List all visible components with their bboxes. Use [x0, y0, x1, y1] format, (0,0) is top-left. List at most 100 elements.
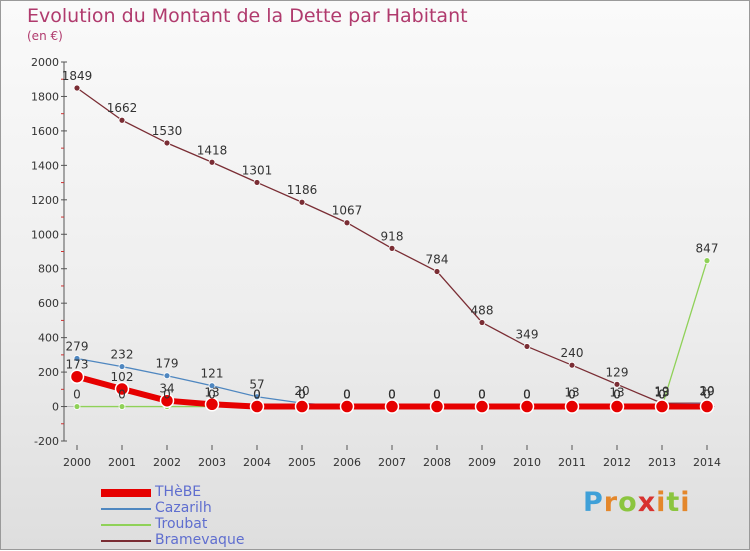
y-tick-label: 0 [52, 401, 59, 414]
legend-swatch [101, 524, 151, 526]
data-label-thbe: 0 [253, 388, 261, 402]
y-tick-label: 1800 [31, 90, 59, 103]
logo-letter: P [583, 487, 604, 518]
data-label-bramevaque: 1301 [242, 163, 273, 177]
data-label-thbe: 0 [343, 388, 351, 402]
y-tick-label: 1000 [31, 228, 59, 241]
data-label-thbe: 0 [478, 388, 486, 402]
data-label-cazarilh: 0 [343, 388, 351, 402]
legend-item: Troubat [101, 516, 271, 533]
legend-label: Bramevaque [155, 532, 245, 548]
data-label-cazarilh: 0 [478, 388, 486, 402]
point-cazarilh [118, 363, 126, 370]
point-thbe [114, 381, 130, 397]
data-label-thbe: 34 [159, 382, 174, 396]
data-label-thbe: 0 [298, 388, 306, 402]
x-tick-label: 2012 [603, 456, 631, 469]
x-tick-label: 2014 [693, 456, 721, 469]
point-cazarilh [163, 372, 171, 380]
legend-swatch [101, 508, 151, 510]
x-tick-label: 2009 [468, 456, 496, 469]
x-tick-label: 2010 [513, 456, 541, 469]
x-tick-label: 2005 [288, 456, 316, 469]
data-label-troubat: 0 [208, 388, 216, 402]
data-label-bramevaque: 19 [654, 384, 669, 398]
data-label-bramevaque: 488 [471, 303, 494, 317]
y-tick-label: 600 [38, 297, 59, 310]
data-label-cazarilh: 0 [523, 388, 531, 402]
data-label-thbe: 0 [613, 388, 621, 402]
y-tick-label: 2000 [31, 56, 59, 69]
logo-letter: r [603, 487, 619, 518]
legend-item: THèBE [101, 484, 271, 501]
x-tick-label: 2013 [648, 456, 676, 469]
data-label-cazarilh: 13 [564, 385, 579, 399]
point-thbe [429, 399, 445, 414]
data-label-thbe: 0 [658, 388, 666, 402]
data-label-troubat: 847 [696, 242, 719, 256]
point-thbe [294, 399, 310, 414]
data-label-cazarilh: 0 [388, 388, 396, 402]
x-tick-label: 2007 [378, 456, 406, 469]
data-label-thbe: 13 [204, 385, 219, 399]
x-tick-label: 2003 [198, 456, 226, 469]
data-label-bramevaque: 918 [381, 229, 404, 243]
point-thbe [474, 399, 490, 414]
point-cazarilh [73, 355, 81, 362]
data-label-bramevaque: 1530 [152, 124, 183, 138]
point-thbe [339, 399, 355, 414]
x-tick-label: 2002 [153, 456, 181, 469]
data-label-bramevaque: 1186 [287, 183, 318, 197]
y-tick-label: -200 [34, 435, 59, 448]
data-label-troubat: 0 [343, 388, 351, 402]
data-label-troubat: 0 [568, 388, 576, 402]
point-troubat [703, 257, 711, 265]
x-tick-label: 2006 [333, 456, 361, 469]
data-label-bramevaque: 129 [606, 365, 629, 379]
y-tick-label: 1200 [31, 194, 59, 207]
data-label-troubat: 0 [433, 388, 441, 402]
y-tick-label: 400 [38, 332, 59, 345]
point-cazarilh [208, 382, 216, 390]
data-label-bramevaque: 1849 [62, 69, 93, 83]
data-label-bramevaque: 784 [426, 252, 449, 266]
x-tick-label: 2011 [558, 456, 586, 469]
data-label-bramevaque: 1067 [332, 204, 363, 218]
point-bramevaque [478, 319, 486, 326]
data-label-thbe: 0 [523, 388, 531, 402]
logo-letter: i [656, 487, 667, 518]
data-label-troubat: 0 [613, 388, 621, 402]
data-label-troubat: 0 [118, 388, 126, 402]
logo-letter: o [618, 487, 638, 518]
data-label-troubat: 0 [298, 388, 306, 402]
chart-title: Evolution du Montant de la Dette par Hab… [27, 5, 468, 27]
chart-subtitle: (en €) [27, 29, 63, 43]
point-thbe [519, 399, 535, 414]
point-troubat [118, 403, 126, 410]
data-label-thbe: 0 [703, 388, 711, 402]
point-thbe [654, 399, 670, 414]
data-label-thbe: 173 [66, 358, 89, 372]
point-thbe [249, 399, 265, 414]
data-label-troubat: 0 [523, 388, 531, 402]
legend-label: Cazarilh [155, 500, 212, 516]
point-bramevaque [388, 244, 396, 252]
proxiti-logo: Proxiti [583, 487, 691, 518]
data-label-cazarilh: 13 [654, 385, 669, 399]
data-label-cazarilh: 13 [609, 385, 624, 399]
point-bramevaque [298, 198, 306, 206]
data-label-cazarilh: 20 [294, 384, 309, 398]
point-thbe [204, 397, 220, 412]
legend-swatch [101, 540, 151, 542]
data-label-thbe: 0 [388, 388, 396, 402]
legend-swatch [101, 489, 151, 497]
data-label-cazarilh: 121 [201, 367, 224, 381]
point-thbe [699, 399, 715, 414]
logo-letter: x [637, 487, 657, 518]
point-bramevaque [118, 116, 126, 124]
y-tick-label: 200 [38, 366, 59, 379]
x-tick-label: 2000 [63, 456, 91, 469]
legend: THèBE Cazarilh Troubat Bramevaque [101, 484, 271, 549]
point-bramevaque [613, 380, 621, 388]
point-bramevaque [568, 361, 576, 369]
